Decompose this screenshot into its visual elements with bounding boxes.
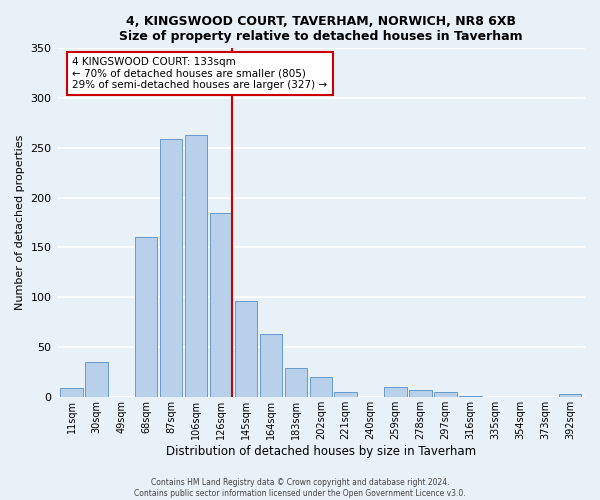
Bar xyxy=(260,334,282,397)
Bar xyxy=(559,394,581,397)
Bar xyxy=(459,396,482,397)
Title: 4, KINGSWOOD COURT, TAVERHAM, NORWICH, NR8 6XB
Size of property relative to deta: 4, KINGSWOOD COURT, TAVERHAM, NORWICH, N… xyxy=(119,15,523,43)
X-axis label: Distribution of detached houses by size in Taverham: Distribution of detached houses by size … xyxy=(166,444,476,458)
Bar xyxy=(160,139,182,397)
Bar xyxy=(135,236,157,397)
Y-axis label: Number of detached properties: Number of detached properties xyxy=(15,135,25,310)
Bar xyxy=(185,135,208,397)
Bar xyxy=(385,387,407,397)
Text: 4 KINGSWOOD COURT: 133sqm
← 70% of detached houses are smaller (805)
29% of semi: 4 KINGSWOOD COURT: 133sqm ← 70% of detac… xyxy=(73,57,328,90)
Bar xyxy=(409,390,431,397)
Bar xyxy=(334,392,357,397)
Bar xyxy=(284,368,307,397)
Bar xyxy=(210,212,232,397)
Bar xyxy=(310,377,332,397)
Bar xyxy=(235,301,257,397)
Bar xyxy=(60,388,83,397)
Text: Contains HM Land Registry data © Crown copyright and database right 2024.
Contai: Contains HM Land Registry data © Crown c… xyxy=(134,478,466,498)
Bar xyxy=(434,392,457,397)
Bar xyxy=(85,362,107,397)
